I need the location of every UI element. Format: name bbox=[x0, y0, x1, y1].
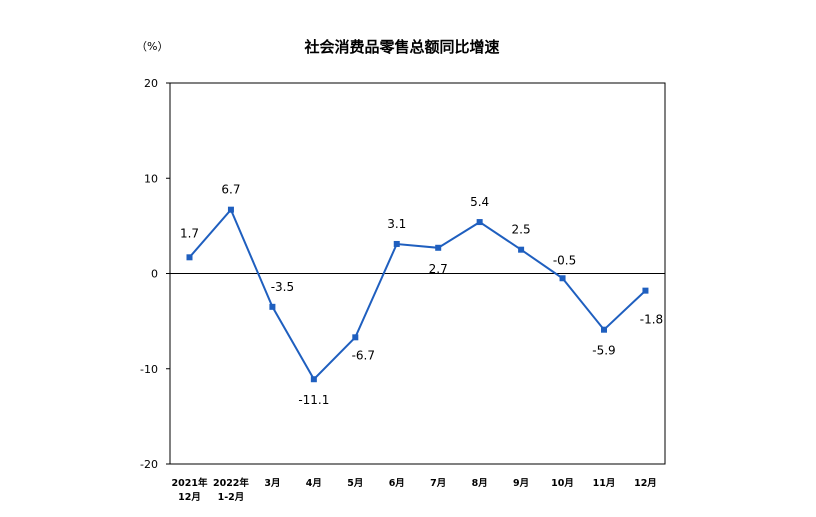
data-label: 2.7 bbox=[429, 262, 448, 276]
data-point bbox=[310, 376, 317, 383]
data-point bbox=[642, 287, 649, 294]
y-axis-ticks: 20 10 0 -10 -20 bbox=[140, 77, 170, 471]
x-axis-ticks: 2021年 12月 2022年 1-2月 3月 4月 5月 6月 7月 8月 9月 10月 11月 12月 bbox=[172, 477, 657, 503]
data-label: -1.8 bbox=[640, 313, 663, 327]
data-label: 5.4 bbox=[470, 195, 489, 209]
x-tick-label: 12月 bbox=[178, 492, 201, 503]
data-point bbox=[518, 246, 525, 253]
data-point bbox=[393, 240, 400, 247]
series-layer bbox=[186, 206, 649, 383]
y-tick-label: -10 bbox=[140, 363, 158, 376]
x-tick-label: 10月 bbox=[551, 478, 574, 489]
data-label: -11.1 bbox=[298, 393, 329, 407]
data-label: -5.9 bbox=[592, 344, 615, 358]
x-tick-label: 7月 bbox=[430, 478, 446, 489]
data-label: -3.5 bbox=[271, 280, 294, 294]
data-label: 3.1 bbox=[387, 217, 406, 231]
data-label: -6.7 bbox=[352, 348, 375, 362]
x-tick-label: 5月 bbox=[347, 478, 363, 489]
data-point bbox=[476, 219, 483, 226]
data-label: 2.5 bbox=[512, 223, 531, 237]
series-line bbox=[188, 207, 647, 381]
data-point bbox=[435, 244, 442, 251]
x-tick-label: 8月 bbox=[472, 478, 488, 489]
data-labels: 1.7 6.7 -3.5 -11.1 -6.7 3.1 2.7 5.4 2.5 -0.5 -5.9 -… bbox=[180, 183, 663, 408]
x-tick-label: 2022年 bbox=[213, 477, 249, 489]
x-tick-label: 11月 bbox=[593, 478, 616, 489]
x-tick-label: 6月 bbox=[389, 478, 405, 489]
data-label: -0.5 bbox=[553, 253, 576, 267]
data-label: 1.7 bbox=[180, 226, 199, 240]
x-tick-label: 1-2月 bbox=[218, 492, 245, 503]
data-point bbox=[227, 206, 234, 213]
data-point bbox=[352, 334, 359, 341]
data-point bbox=[186, 254, 193, 261]
y-tick-label: 20 bbox=[144, 77, 158, 90]
y-tick-label: 0 bbox=[151, 268, 158, 281]
data-label: 6.7 bbox=[221, 183, 240, 197]
y-tick-label: -20 bbox=[140, 458, 158, 471]
y-unit-label: （%） bbox=[136, 40, 168, 53]
x-tick-label: 9月 bbox=[513, 478, 529, 489]
data-point bbox=[269, 303, 276, 310]
chart-title: 社会消费品零售总额同比增速 bbox=[303, 38, 499, 56]
x-tick-label: 12月 bbox=[634, 478, 657, 489]
x-tick-label: 3月 bbox=[264, 478, 280, 489]
x-tick-label: 4月 bbox=[306, 478, 322, 489]
data-point bbox=[559, 275, 566, 282]
data-point bbox=[601, 326, 607, 333]
x-tick-label: 2021年 bbox=[172, 477, 208, 489]
y-tick-label: 10 bbox=[144, 172, 158, 185]
